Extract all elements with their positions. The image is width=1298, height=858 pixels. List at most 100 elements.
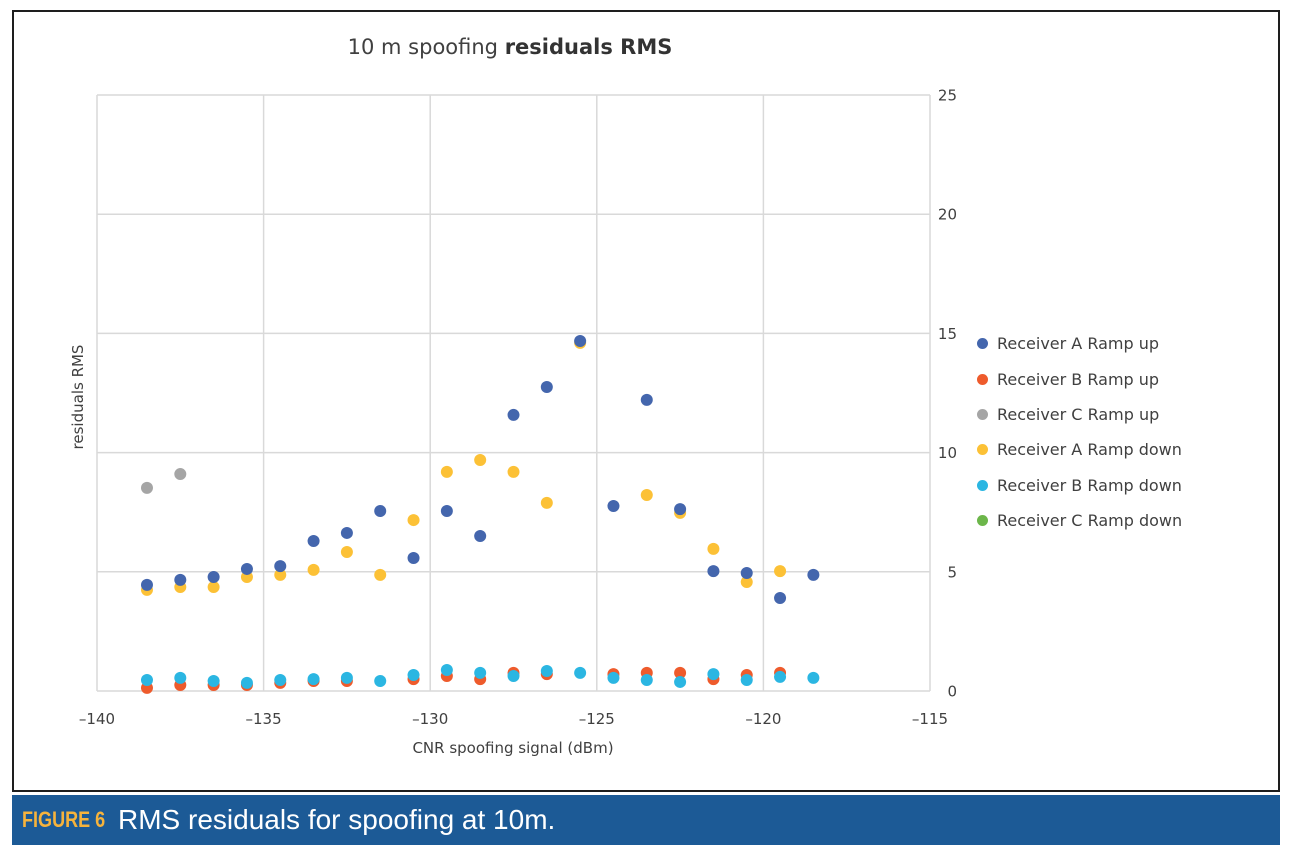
point-receiver-a-ramp-up <box>207 571 220 584</box>
y-axis-tick-labels: 0 5 10 15 20 25 <box>938 87 957 701</box>
point-receiver-a-ramp-up <box>140 578 153 591</box>
y-tick-label: 0 <box>947 683 957 701</box>
legend-marker <box>977 373 988 385</box>
legend-marker <box>977 479 988 491</box>
gridlines <box>96 94 931 692</box>
point-receiver-a-ramp-down <box>274 568 287 581</box>
x-axis-title: CNR spoofing signal (dBm) <box>412 739 614 757</box>
legend-label: Receiver C Ramp down <box>997 511 1183 531</box>
point-receiver-a-ramp-down <box>307 563 320 576</box>
legend-item-receiver-b-ramp-up: Receiver B Ramp up <box>977 361 1182 396</box>
legend: Receiver A Ramp up Receiver B Ramp up Rece… <box>977 326 1182 538</box>
y-tick-label: 25 <box>938 87 957 105</box>
legend-item-receiver-b-ramp-down: Receiver B Ramp down <box>977 468 1182 503</box>
point-receiver-a-ramp-down <box>207 581 220 594</box>
point-receiver-a-ramp-up <box>674 503 687 516</box>
point-receiver-a-ramp-down <box>374 568 387 581</box>
point-receiver-a-ramp-up <box>540 381 553 394</box>
point-receiver-b-ramp-down <box>207 674 220 687</box>
point-receiver-a-ramp-up <box>574 335 587 348</box>
x-tick-label: –115 <box>912 710 948 728</box>
x-axis-tick-labels: –140 –135 –130 –125 –120 –115 <box>79 710 948 728</box>
point-receiver-b-ramp-up <box>674 666 687 679</box>
point-receiver-a-ramp-up <box>474 530 487 543</box>
point-receiver-b-ramp-down <box>240 676 253 689</box>
point-receiver-a-ramp-up <box>174 573 187 586</box>
point-receiver-b-ramp-down <box>374 674 387 687</box>
point-receiver-a-ramp-down <box>440 465 453 478</box>
point-receiver-b-ramp-down <box>507 669 520 682</box>
point-receiver-a-ramp-up <box>640 393 653 406</box>
x-tick-label: –130 <box>412 710 448 728</box>
series-receiver-b-ramp-up <box>140 666 787 694</box>
point-receiver-a-ramp-up <box>607 500 620 513</box>
point-receiver-a-ramp-down <box>407 514 420 527</box>
legend-item-receiver-a-ramp-down: Receiver A Ramp down <box>977 432 1182 467</box>
point-receiver-a-ramp-up <box>307 535 320 548</box>
point-receiver-c-ramp-up <box>140 481 153 494</box>
point-receiver-a-ramp-down <box>640 489 653 502</box>
point-receiver-a-ramp-up <box>740 566 753 579</box>
point-receiver-a-ramp-down <box>540 496 553 509</box>
x-tick-label: –120 <box>745 710 781 728</box>
point-receiver-b-ramp-down <box>274 674 287 687</box>
point-receiver-b-ramp-down <box>674 675 687 688</box>
x-tick-label: –125 <box>579 710 615 728</box>
point-receiver-a-ramp-up <box>507 408 520 421</box>
legend-item-receiver-c-ramp-down: Receiver C Ramp down <box>977 503 1182 538</box>
point-receiver-a-ramp-up <box>774 592 787 605</box>
figure-frame <box>12 10 1280 792</box>
point-receiver-b-ramp-down <box>807 671 820 684</box>
point-receiver-a-ramp-up <box>807 568 820 581</box>
figure-caption: RMS residuals for spoofing at 10m. <box>118 804 556 835</box>
legend-marker <box>977 408 988 420</box>
point-receiver-b-ramp-down <box>440 664 453 677</box>
point-receiver-b-ramp-down <box>774 670 787 683</box>
point-receiver-a-ramp-down <box>707 542 720 555</box>
point-receiver-a-ramp-up <box>340 526 353 539</box>
series-receiver-a-ramp-up <box>140 335 820 605</box>
figure-label: FIGURE 6 <box>22 807 106 832</box>
series-receiver-c-ramp-up <box>140 468 187 494</box>
legend-item-receiver-a-ramp-up: Receiver A Ramp up <box>977 326 1182 361</box>
point-receiver-c-ramp-up <box>174 468 187 481</box>
legend-marker <box>977 444 988 456</box>
legend-item-receiver-c-ramp-up: Receiver C Ramp up <box>977 397 1182 432</box>
point-receiver-b-ramp-down <box>740 674 753 687</box>
series-receiver-b-ramp-down <box>140 664 820 689</box>
point-receiver-b-ramp-down <box>174 671 187 684</box>
point-receiver-b-ramp-down <box>607 671 620 684</box>
point-receiver-a-ramp-up <box>440 505 453 518</box>
series-receiver-a-ramp-down <box>140 336 787 596</box>
point-receiver-b-ramp-down <box>707 668 720 681</box>
y-tick-label: 5 <box>947 563 957 581</box>
chart-title-bold: residuals RMS <box>504 35 673 59</box>
point-receiver-b-ramp-down <box>140 674 153 687</box>
point-receiver-a-ramp-down <box>774 565 787 578</box>
legend-marker <box>977 515 988 527</box>
x-tick-label: –140 <box>79 710 115 728</box>
point-receiver-b-ramp-down <box>574 666 587 679</box>
legend-label: Receiver A Ramp up <box>997 334 1160 354</box>
legend-label: Receiver B Ramp up <box>997 369 1160 389</box>
x-tick-label: –135 <box>246 710 282 728</box>
point-receiver-a-ramp-up <box>707 565 720 578</box>
point-receiver-b-ramp-down <box>307 673 320 686</box>
legend-label: Receiver C Ramp up <box>997 404 1160 424</box>
point-receiver-a-ramp-down <box>474 453 487 466</box>
chart-title: 10 m spoofing residuals RMS <box>200 34 820 60</box>
y-tick-label: 20 <box>938 206 957 224</box>
point-receiver-a-ramp-down <box>340 546 353 559</box>
point-receiver-a-ramp-up <box>374 505 387 518</box>
point-receiver-a-ramp-up <box>240 562 253 575</box>
point-receiver-a-ramp-down <box>740 576 753 589</box>
y-axis-title: residuals RMS <box>69 344 87 450</box>
y-tick-label: 10 <box>938 444 957 462</box>
point-receiver-a-ramp-down <box>507 465 520 478</box>
point-receiver-b-ramp-down <box>407 669 420 682</box>
legend-label: Receiver B Ramp down <box>997 475 1182 495</box>
y-tick-label: 15 <box>938 325 957 343</box>
point-receiver-b-ramp-down <box>474 666 487 679</box>
point-receiver-a-ramp-up <box>274 560 287 573</box>
